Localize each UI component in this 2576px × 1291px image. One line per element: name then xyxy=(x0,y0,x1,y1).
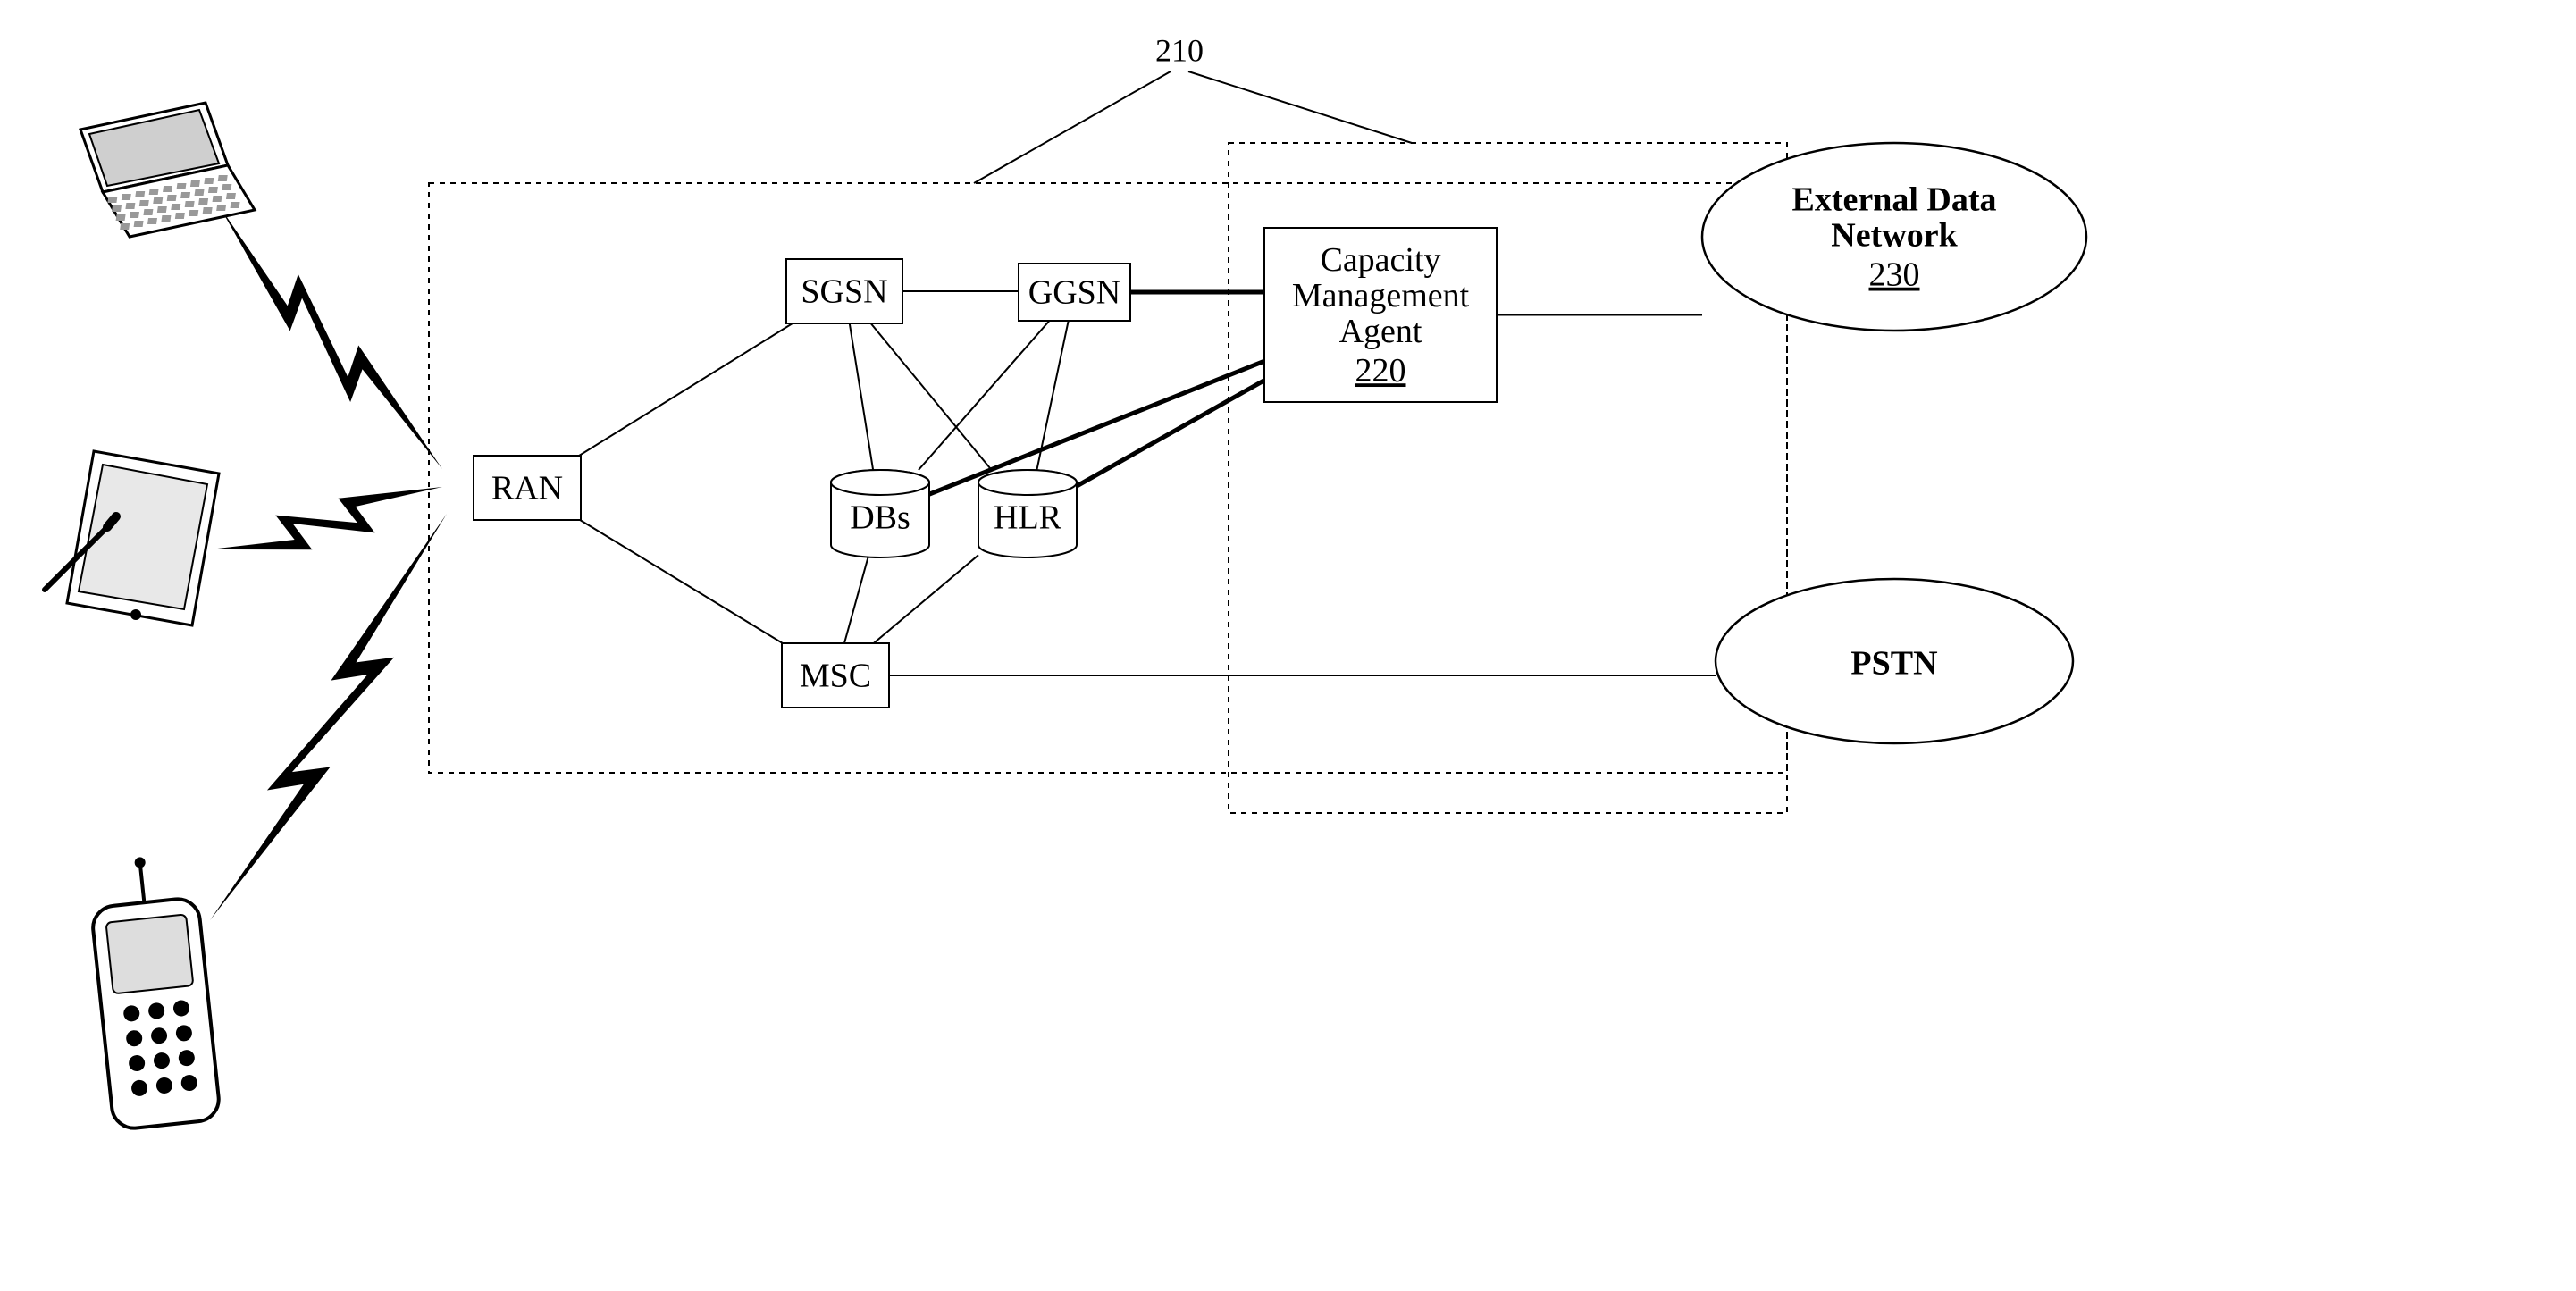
svg-text:220: 220 xyxy=(1355,352,1406,390)
edge-ran-msc xyxy=(580,520,783,643)
svg-text:230: 230 xyxy=(1869,256,1920,294)
svg-text:Network: Network xyxy=(1831,217,1958,255)
edge-ran-sgsn xyxy=(579,323,793,456)
svg-text:Capacity: Capacity xyxy=(1320,241,1440,279)
edge-sgsn-dbs xyxy=(850,323,873,470)
edge-msc-dbs xyxy=(844,557,868,643)
network-diagram: 210 DBs HLR RAN SGSN GGSN MSC CapacityManagemen… xyxy=(0,0,2576,1291)
edges xyxy=(579,291,1716,675)
svg-text:MSC: MSC xyxy=(800,658,871,695)
svg-text:RAN: RAN xyxy=(491,470,563,507)
edge-msc-hlr xyxy=(874,555,978,643)
lightning-icon xyxy=(219,205,442,469)
svg-text:External Data: External Data xyxy=(1791,181,1996,219)
lightning-icon xyxy=(210,487,442,549)
svg-text:Management: Management xyxy=(1292,277,1470,314)
svg-text:Agent: Agent xyxy=(1339,313,1422,350)
svg-text:DBs: DBs xyxy=(850,499,910,537)
tablet-icon xyxy=(45,451,219,625)
db-hlr: HLR xyxy=(978,470,1077,557)
svg-text:HLR: HLR xyxy=(994,499,1062,537)
laptop-icon xyxy=(80,103,255,237)
svg-text:210: 210 xyxy=(1155,32,1204,68)
lightning-icon xyxy=(210,514,447,920)
svg-text:GGSN: GGSN xyxy=(1028,274,1120,312)
svg-text:SGSN: SGSN xyxy=(801,273,887,311)
edge-sgsn-hlr xyxy=(871,323,992,470)
edge-ggsn-dbs xyxy=(919,321,1049,470)
svg-text:PSTN: PSTN xyxy=(1850,645,1937,683)
db-dbs: DBs xyxy=(831,470,929,557)
phone-icon xyxy=(91,857,221,1130)
